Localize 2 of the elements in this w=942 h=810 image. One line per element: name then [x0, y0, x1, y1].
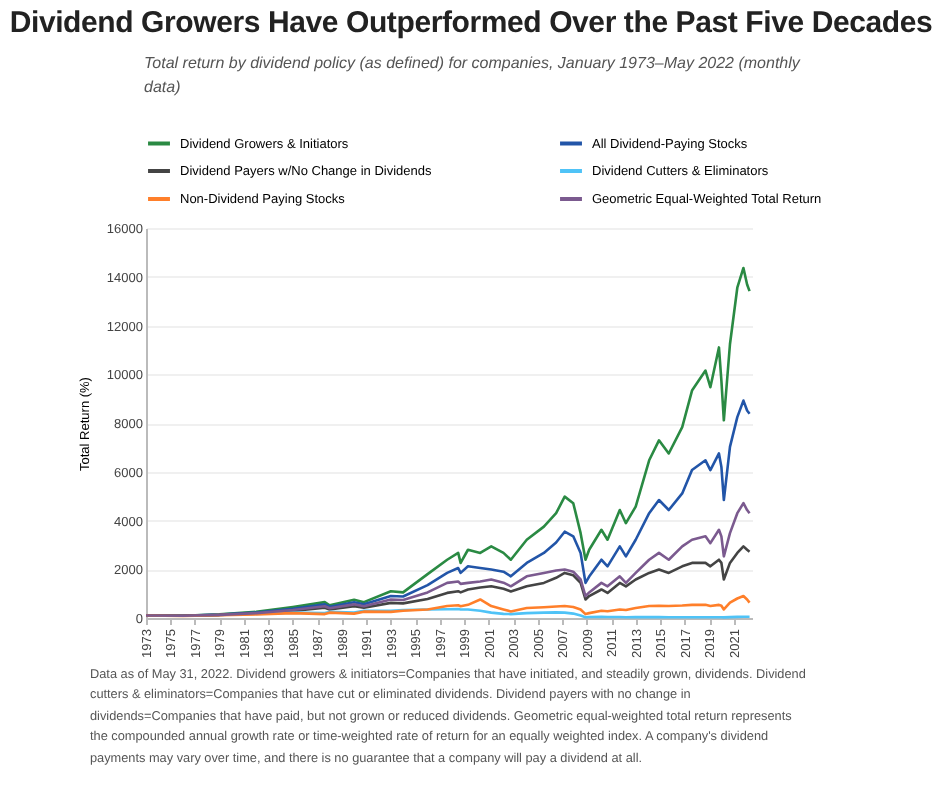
chart-subtitle: Total return by dividend policy (as defined) for companies, January 1973–May 2022 (monthly data) [144, 52, 803, 100]
chart-title: Dividend Growers Have Outperformed Over the Past Five Decades [7, 6, 935, 40]
